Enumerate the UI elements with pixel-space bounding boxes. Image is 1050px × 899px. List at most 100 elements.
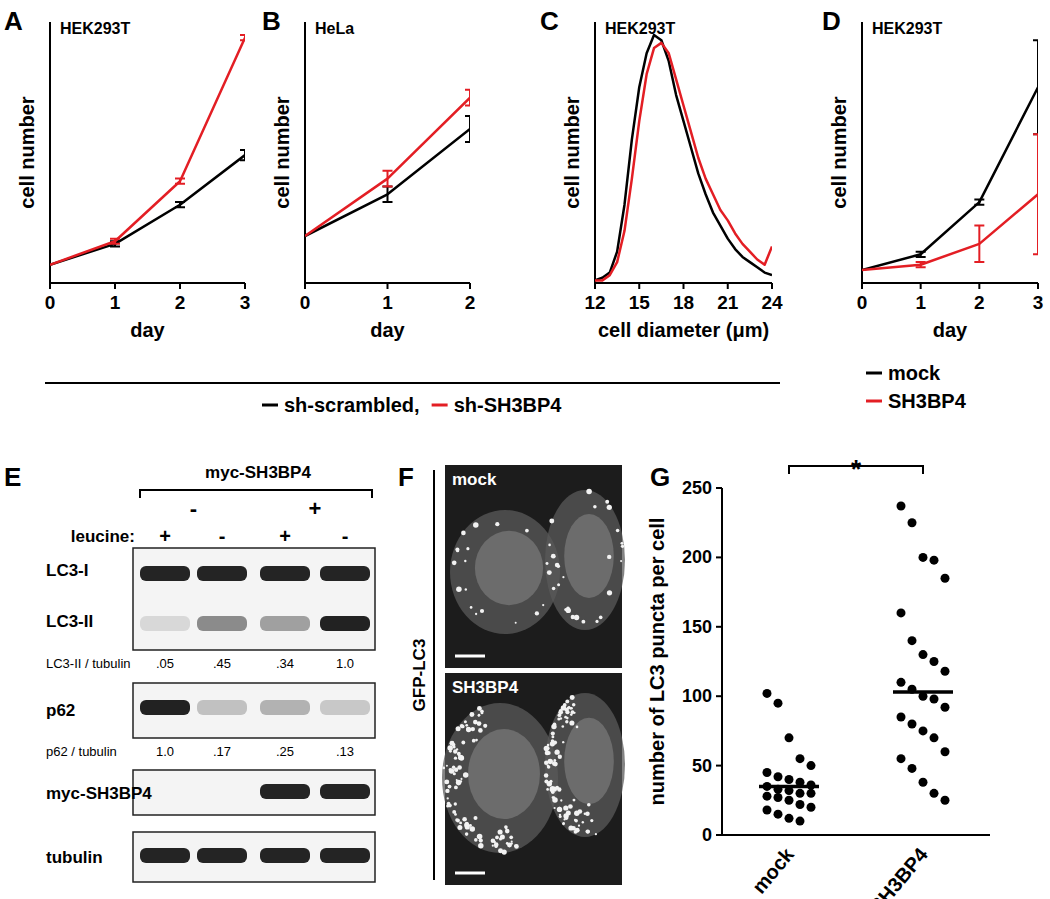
error-bar: [1033, 40, 1038, 134]
data-point: [785, 775, 794, 784]
lc3-punctum: [544, 773, 548, 777]
lc3-punctum: [549, 780, 552, 783]
lc3-punctum: [547, 744, 550, 747]
y-tick: [716, 487, 722, 489]
blot-frame: [133, 548, 375, 650]
error-bar: [175, 202, 185, 207]
lc3-punctum: [465, 832, 469, 836]
legend-swatch: [262, 404, 278, 407]
lc3-punctum: [460, 780, 462, 782]
quant-value: .17: [213, 744, 231, 759]
lc3-punctum: [460, 724, 464, 728]
stain-divider: [433, 470, 435, 880]
lc3-punctum: [446, 765, 448, 767]
x-axis-label: cell diameter (μm): [598, 319, 769, 341]
lc3-punctum: [546, 788, 549, 791]
data-point: [763, 768, 772, 777]
x-tick: [771, 283, 773, 289]
data-point: [919, 650, 928, 659]
scale-bar: [455, 872, 485, 875]
lc3-punctum: [478, 715, 480, 717]
data-point: [941, 747, 950, 756]
lc3-punctum: [566, 717, 569, 720]
lc3-punctum: [446, 804, 449, 807]
lc3-punctum: [454, 757, 457, 760]
data-point: [897, 608, 906, 617]
y-tick-label: 50: [692, 756, 712, 776]
lc3-punctum: [547, 570, 552, 575]
panel-label: G: [650, 462, 670, 492]
lc3-punctum: [559, 709, 563, 713]
series-line: [305, 98, 470, 236]
lc3-punctum: [585, 829, 589, 833]
lc3-punctum: [447, 797, 449, 799]
y-axis-label: cell number: [271, 96, 293, 208]
y-axis: [861, 22, 863, 283]
data-point: [807, 789, 816, 798]
lc3-punctum: [466, 547, 469, 550]
panel-label: B: [262, 6, 281, 36]
lc3-punctum: [593, 505, 597, 509]
blot-frame: [133, 770, 375, 815]
y-tick-label: 100: [682, 686, 712, 706]
data-point: [941, 667, 950, 676]
plot-area: [305, 90, 470, 236]
lc3-punctum: [563, 805, 568, 810]
chart-panel: 1215182124CHEK293Tcell diameter (μm)cell…: [540, 6, 783, 341]
lc3-punctum: [607, 555, 611, 559]
lc3-punctum: [461, 531, 466, 536]
lc3-punctum: [453, 746, 456, 749]
error-bar: [175, 179, 185, 184]
blot-panel: Emyc-SH3BP4-+leucine:+-+-LC3-ILC3-IILC3-…: [4, 462, 375, 882]
data-point: [785, 733, 794, 742]
legend-swatch: [866, 400, 882, 403]
lc3-punctum: [547, 765, 551, 769]
group-sign: +: [309, 496, 322, 521]
legend-label: sh-SH3BP4: [454, 394, 563, 416]
background: [0, 0, 1050, 899]
x-tick: [244, 283, 246, 289]
lc3-punctum: [456, 726, 461, 731]
x-tick-label: 24: [761, 292, 783, 313]
lc3-punctum: [444, 779, 449, 784]
lc3-punctum: [505, 829, 510, 834]
lc3-punctum: [475, 613, 477, 615]
condition-sign: -: [342, 525, 349, 547]
lc3-punctum: [452, 810, 456, 814]
lc3-punctum: [551, 735, 554, 738]
lc3-punctum: [478, 714, 481, 717]
data-point: [930, 694, 939, 703]
condition-sign: -: [219, 525, 226, 547]
error-bar: [465, 116, 470, 142]
y-tick-label: 0: [702, 825, 712, 845]
x-tick: [387, 283, 389, 289]
blot-band: [140, 700, 190, 715]
quant-value: .13: [336, 744, 354, 759]
lc3-punctum: [560, 799, 562, 801]
data-point: [897, 502, 906, 511]
row-label: tubulin: [46, 848, 103, 867]
lc3-punctum: [480, 609, 484, 613]
x-tick: [304, 283, 306, 289]
lc3-punctum: [505, 827, 507, 829]
lc3-punctum: [546, 746, 550, 750]
data-point: [930, 556, 939, 565]
lc3-punctum: [563, 703, 567, 707]
error-bar: [465, 90, 470, 106]
error-bar: [974, 226, 984, 263]
x-tick-label: 0: [857, 292, 868, 313]
lc3-punctum: [478, 728, 483, 733]
lc3-punctum: [481, 711, 484, 714]
x-tick: [727, 283, 729, 289]
lc3-punctum: [465, 724, 468, 727]
x-tick-label: 18: [673, 292, 694, 313]
lc3-punctum: [566, 606, 570, 610]
row-label: LC3-II: [46, 612, 93, 631]
stain-label: GFP-LC3: [410, 639, 429, 712]
chart-panel: 012BHeLadaycell number: [262, 6, 475, 341]
legend: mockSH3BP4: [866, 362, 967, 412]
x-axis-label: day: [370, 319, 405, 341]
lc3-punctum: [454, 802, 457, 805]
blot-bracket: [140, 490, 372, 498]
lc3-punctum: [509, 835, 513, 839]
